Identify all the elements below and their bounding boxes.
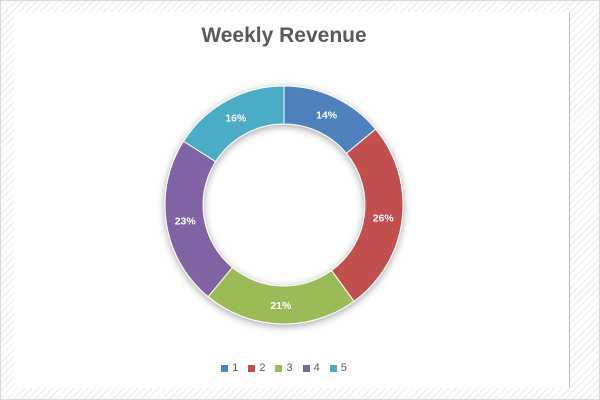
- slice-label-2: 26%: [373, 213, 395, 225]
- legend-label-4: 4: [313, 362, 320, 374]
- legend-swatch-3: [275, 364, 283, 372]
- legend-label-1: 1: [232, 362, 239, 374]
- slice-label-3: 21%: [270, 300, 292, 312]
- chart-area: [14, 12, 569, 388]
- legend-swatch-2: [248, 364, 256, 372]
- legend-item-5: 5: [329, 362, 347, 374]
- slice-label-1: 14%: [316, 110, 338, 122]
- legend-item-4: 4: [302, 362, 320, 374]
- chart-title: Weekly Revenue: [201, 24, 367, 47]
- chart-legend: 1 2 3 4 5: [0, 362, 568, 374]
- slice-label-4: 23%: [175, 216, 197, 228]
- legend-item-1: 1: [221, 362, 238, 374]
- legend-swatch-1: [221, 364, 229, 372]
- legend-item-3: 3: [275, 362, 293, 374]
- donut-slice-5: [182, 85, 285, 163]
- legend-label-3: 3: [286, 362, 293, 374]
- legend-label-5: 5: [340, 362, 347, 374]
- legend-swatch-5: [329, 364, 337, 372]
- legend-swatch-4: [302, 364, 310, 372]
- slice-label-5: 16%: [225, 112, 247, 124]
- legend-label-2: 2: [259, 362, 266, 374]
- chart-border: [569, 12, 570, 388]
- legend-item-2: 2: [248, 362, 265, 374]
- donut-slice-3: [207, 266, 355, 325]
